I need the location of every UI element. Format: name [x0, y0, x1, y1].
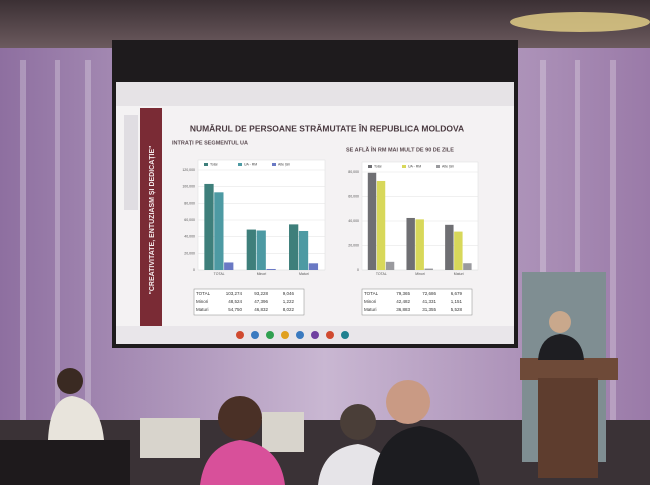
bar: [386, 262, 394, 270]
podium: [538, 378, 598, 478]
table-cell: 41,331: [422, 299, 436, 304]
table-cell: 36,883: [396, 307, 410, 312]
person-head: [218, 396, 262, 440]
chair: [140, 418, 200, 458]
bar: [214, 192, 223, 270]
podium-top: [520, 358, 618, 380]
bar: [406, 218, 414, 270]
table-cell: 54,750: [228, 307, 242, 312]
y-tick-label: 40,000: [184, 235, 195, 239]
legend-label: UA - RM: [408, 164, 421, 168]
chair: [262, 412, 304, 452]
table-cell: 1,151: [451, 299, 463, 304]
legend-swatch: [238, 163, 242, 166]
sidebar-text: "CREATIVITATE, ENTUZIASM ȘI DEDICAȚIE": [149, 146, 156, 295]
bar: [445, 225, 453, 270]
table-cell: 42,482: [396, 299, 410, 304]
y-tick-label: 0: [193, 268, 195, 272]
y-tick-label: 0: [357, 268, 359, 272]
table-cell: 48,524: [228, 299, 242, 304]
table-cell: 9,046: [283, 291, 295, 296]
scene: "CREATIVITATE, ENTUZIASM ȘI DEDICAȚIE" N…: [0, 0, 650, 485]
table-cell: 1,222: [283, 299, 295, 304]
bar: [266, 269, 275, 270]
table-cell: Minori: [196, 299, 208, 304]
y-tick-label: 100,000: [182, 185, 195, 189]
bar: [309, 263, 318, 270]
bar: [299, 231, 308, 270]
bar: [463, 263, 471, 270]
bar: [204, 184, 213, 270]
bar: [415, 219, 423, 270]
y-tick-label: 60,000: [184, 218, 195, 222]
slide-title: NUMĂRUL DE PERSOANE STRĂMUTATE ÎN REPUBL…: [190, 122, 464, 133]
table-cell: Maturi: [196, 307, 209, 312]
table-cell: 79,365: [396, 291, 410, 296]
legend-label: Total: [374, 164, 382, 168]
bar: [368, 173, 376, 270]
x-tick-label: Minori: [415, 272, 425, 276]
bar: [247, 230, 256, 270]
legend-swatch: [436, 165, 440, 168]
x-tick-label: Maturi: [454, 272, 464, 276]
bar: [224, 262, 233, 270]
table: [0, 440, 130, 485]
bar: [425, 269, 433, 270]
chart-subtitle: SE AFLĂ ÎN RM MAI MULT DE 90 DE ZILE: [346, 145, 454, 153]
y-tick-label: 120,000: [182, 168, 195, 172]
x-tick-label: Maturi: [299, 272, 309, 276]
y-tick-label: 80,000: [184, 201, 195, 205]
x-tick-label: TOTAL: [376, 272, 387, 276]
legend-label: Alte țări: [442, 164, 454, 168]
table-cell: 31,355: [422, 307, 436, 312]
legend-label: Alte țări: [278, 162, 290, 166]
table-cell: 47,396: [254, 299, 268, 304]
person-head: [386, 380, 430, 424]
ceiling-light: [510, 12, 650, 32]
bar: [257, 231, 266, 270]
table-cell: 46,832: [254, 307, 268, 312]
table-cell: 6,679: [451, 291, 463, 296]
y-tick-label: 40,000: [348, 219, 359, 223]
bar: [454, 232, 462, 270]
speaker-head: [549, 311, 571, 333]
person-head: [57, 368, 83, 394]
table-cell: 5,528: [451, 307, 463, 312]
table-cell: 93,228: [254, 291, 268, 296]
legend-swatch: [204, 163, 208, 166]
table-cell: Maturi: [364, 307, 377, 312]
chart-subtitle: INTRAȚI PE SEGMENTUL UA: [172, 140, 248, 146]
y-tick-label: 80,000: [348, 170, 359, 174]
browser-toolbar: [116, 82, 514, 106]
legend-swatch: [368, 165, 372, 168]
page: "CREATIVITATE, ENTUZIASM ȘI DEDICAȚIE" N…: [0, 0, 650, 485]
table-cell: TOTAL: [196, 291, 211, 296]
table-cell: TOTAL: [364, 291, 379, 296]
x-tick-label: Minori: [257, 272, 267, 276]
y-tick-label: 60,000: [348, 194, 359, 198]
tool-panel: [124, 115, 138, 210]
legend-label: UA - RM: [244, 162, 257, 166]
table-cell: 72,686: [422, 291, 436, 296]
table-cell: Minori: [364, 299, 376, 304]
x-tick-label: TOTAL: [214, 272, 225, 276]
legend-swatch: [272, 163, 276, 166]
y-tick-label: 20,000: [184, 251, 195, 255]
person-head: [340, 404, 376, 440]
table-cell: 103,274: [226, 291, 243, 296]
legend-label: Total: [210, 162, 218, 166]
y-tick-label: 20,000: [348, 243, 359, 247]
bar: [377, 181, 385, 270]
bar: [289, 224, 298, 270]
legend-swatch: [402, 165, 406, 168]
table-cell: 8,022: [283, 307, 295, 312]
